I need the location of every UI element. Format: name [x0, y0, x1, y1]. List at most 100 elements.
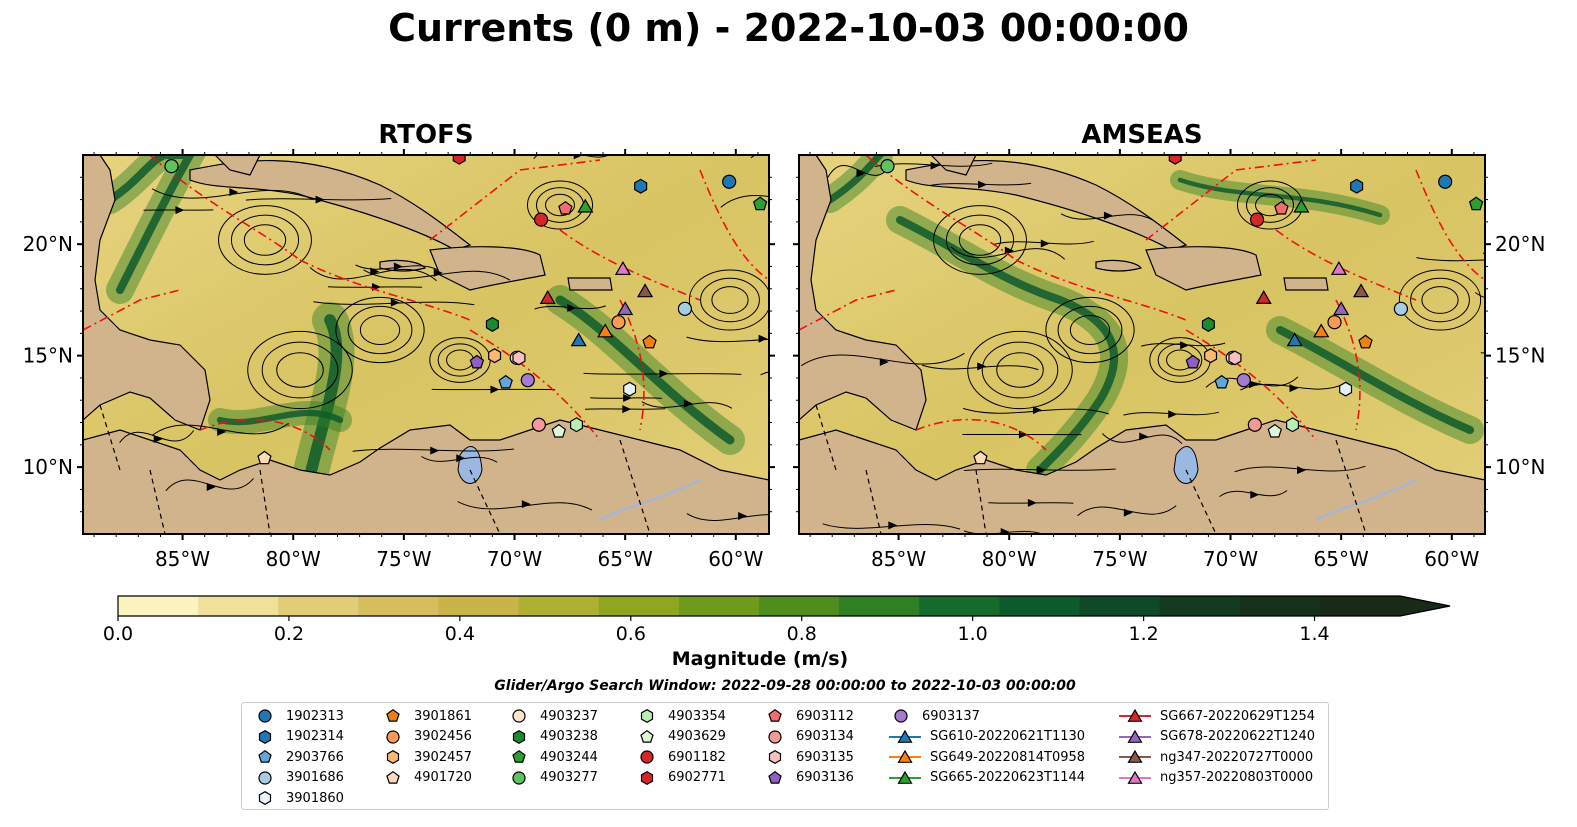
streamline-arrow [153, 435, 163, 444]
platform-marker-1902314 [1350, 178, 1364, 194]
platform-marker-6903136 [469, 354, 485, 369]
colorbar-tick-label: 0.6 [616, 623, 646, 644]
eez-boundary [1015, 259, 1187, 321]
streamline-eddy [247, 330, 353, 410]
colorbar-segment [518, 596, 600, 616]
streamline-arrow [430, 446, 440, 455]
legend-label: 6903134 [796, 729, 854, 744]
legend-marker-icon [889, 770, 921, 784]
streamline-eddy [1157, 343, 1203, 377]
streamline [720, 195, 769, 208]
streamline-arrow [433, 268, 443, 277]
platform-marker-6903135 [512, 350, 526, 366]
legend-label: 6903112 [796, 708, 854, 724]
colorbar-tick-label: 0.8 [787, 623, 817, 644]
streamline-eddy [526, 180, 594, 230]
legend-marker-icon [386, 729, 400, 744]
streamline-eddy [958, 224, 1002, 256]
colorbar-segment [278, 596, 359, 616]
platform-marker-SG610-20220621T1130 [570, 332, 587, 347]
legend-marker-icon [512, 770, 526, 785]
platform-marker-ng347-20220727T0000 [636, 283, 654, 298]
streamline-arrow [390, 298, 400, 307]
colorbar-tick-label: 0.4 [445, 623, 475, 644]
current-band-core [1177, 177, 1383, 218]
land-mass [567, 277, 613, 291]
river [599, 479, 701, 521]
colorbar-segment [438, 596, 520, 616]
streamline-arrow [1040, 239, 1050, 248]
current-band-core [216, 409, 344, 426]
country-border [975, 469, 987, 534]
streamline-arrow [1527, 291, 1536, 299]
rtofs-map: 85°W 80°W 75°W 70°W 65°W 60°W 20°N 15°N 10°N [23, 149, 796, 571]
legend-marker-icon [640, 770, 654, 785]
x-tick-label: 65°W [1314, 547, 1369, 571]
eez-boundary [83, 289, 181, 331]
legend-item-4903244: 4903244 [506, 748, 598, 766]
platform-marker-6903136 [1185, 354, 1201, 369]
legend-label: 4903354 [668, 708, 726, 724]
legend-marker-icon [386, 750, 400, 764]
x-tick-label: 65°W [598, 547, 653, 571]
platform-marker-6901182 [533, 212, 549, 227]
platform-marker-6903134 [1247, 417, 1262, 432]
x-tick-label: 85°W [155, 547, 210, 571]
platform-marker-ng357-20220803T0000 [1330, 261, 1348, 275]
colorbar-segment [1319, 596, 1401, 616]
legend-label: 1902314 [286, 729, 344, 744]
platform-marker-4903238 [485, 316, 499, 332]
platform-marker-SG649-20220814T0958 [597, 323, 614, 338]
streamline [1416, 257, 1485, 262]
platform-marker-SG667-20220629T1254 [539, 289, 556, 304]
streamline [1474, 292, 1485, 299]
streamline-arrow [1036, 466, 1046, 475]
legend-label: 1902313 [286, 708, 344, 724]
legend-label: 3902457 [414, 749, 472, 765]
legend-label: ng347-20220727T0000 [1160, 749, 1314, 765]
eez-boundary [469, 329, 601, 441]
streamline-eddy [545, 193, 575, 217]
search-window-text: Glider/Argo Search Window: 2022-09-28 00… [494, 678, 1076, 694]
country-border [1335, 439, 1367, 534]
x-tick-label: 70°W [487, 547, 542, 571]
platform-marker-4903629 [1267, 423, 1283, 438]
platform-marker-3901860 [1339, 381, 1353, 397]
x-tick-label: 75°W [376, 547, 431, 571]
legend-marker-icon [768, 750, 782, 764]
legend-item-6903112: 6903112 [762, 707, 854, 725]
platform-marker-4903244 [1468, 196, 1484, 211]
platform-marker-3902456 [611, 315, 626, 330]
legend-marker-icon [258, 729, 272, 744]
colorbar-segment [1239, 596, 1321, 616]
x-tick-label: 85°W [871, 547, 926, 571]
streamline-arrow [787, 199, 796, 207]
platform-marker-3901860 [623, 381, 637, 397]
legend-item-ng347-20220727T0000: ng347-20220727T0000 [1118, 748, 1313, 766]
streamline-arrow [1545, 251, 1554, 259]
legend-item-3902457: 3902457 [380, 748, 472, 766]
legend-label: SG649-20220814T0958 [930, 749, 1086, 765]
streamline-eddy [945, 214, 1015, 266]
streamline-arrow [1027, 498, 1037, 507]
amseas-map: 85°W 80°W 75°W 70°W 65°W 60°W 20°N 15°N 10°N [793, 149, 1554, 571]
y-tick-label: 15°N [1495, 344, 1545, 368]
colorbar-segment [839, 596, 920, 616]
country-border [865, 469, 882, 534]
legend-label: ng357-20220803T0000 [1160, 770, 1314, 785]
legend-item-1902313: 1902313 [252, 707, 344, 725]
colorbar-tick-label: 0.2 [274, 623, 304, 644]
colorbar-tick-label: 1.2 [1128, 623, 1158, 644]
legend-item-3901861: 3901861 [380, 707, 472, 725]
platform-legend: 1902313 1902314 2903766 3901686 3901860 39018… [241, 702, 1329, 810]
land-mass [83, 419, 769, 534]
streamline-arrow [1289, 384, 1299, 393]
platform-marker-SG665-20220623T1144 [577, 198, 594, 213]
colorbar-outline [117, 595, 1451, 617]
river [1315, 479, 1417, 521]
land-mass [799, 155, 977, 176]
streamline [309, 267, 437, 282]
platform-marker-4903238 [1201, 316, 1215, 332]
streamline-arrow [1000, 527, 1010, 534]
streamline-arrow [573, 155, 583, 160]
